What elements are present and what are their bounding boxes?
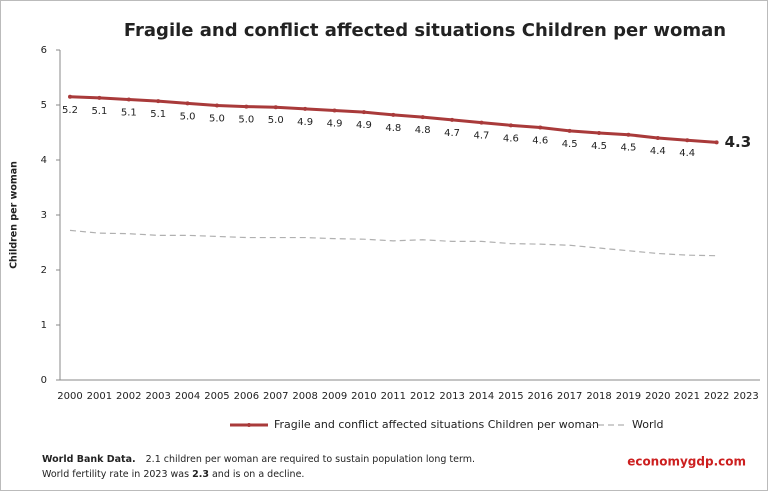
data-label: 4.6 <box>503 133 519 144</box>
legend-label: World <box>632 418 664 431</box>
point <box>714 140 719 145</box>
x-tick-label: 2012 <box>410 391 435 402</box>
point <box>68 94 72 99</box>
x-tick-label: 2019 <box>616 391 641 402</box>
x-tick-label: 2023 <box>733 391 758 402</box>
point <box>273 105 278 110</box>
point <box>567 128 572 133</box>
point <box>450 117 455 122</box>
y-tick-label: 2 <box>41 265 47 276</box>
data-label: 5.1 <box>121 108 137 119</box>
point <box>391 112 396 117</box>
point <box>655 136 660 140</box>
point <box>420 115 425 120</box>
point <box>244 104 249 109</box>
point <box>97 95 102 100</box>
data-label: 4.7 <box>444 128 460 139</box>
data-label: 5.0 <box>238 115 254 126</box>
data-label: 5.0 <box>268 115 284 126</box>
x-tick-label: 2021 <box>674 391 699 402</box>
data-label: 4.9 <box>297 117 313 128</box>
x-tick-label: 2007 <box>263 391 288 402</box>
chart-title: Fragile and conflict affected situations… <box>124 20 726 41</box>
data-label: 4.5 <box>591 141 607 152</box>
data-label: 4.6 <box>532 136 548 147</box>
point <box>303 106 308 111</box>
y-tick-label: 3 <box>41 210 47 221</box>
x-tick-label: 2017 <box>557 391 582 402</box>
y-tick-label: 6 <box>41 45 47 56</box>
point <box>214 103 219 108</box>
x-tick-label: 2001 <box>87 391 112 402</box>
point <box>685 138 690 143</box>
data-label: 4.5 <box>562 139 578 150</box>
footnote: World Bank Data. 2.1 children per woman a… <box>42 454 475 465</box>
footnote-text: World fertility rate in 2023 was <box>42 469 192 480</box>
x-tick-label: 2006 <box>234 391 259 402</box>
x-tick-label: 2010 <box>351 391 376 402</box>
x-tick-label: 2008 <box>292 391 317 402</box>
footnote-2: World fertility rate in 2023 was 2.3 and… <box>42 469 304 480</box>
x-tick-label: 2016 <box>528 391 553 402</box>
data-label: 4.4 <box>679 148 695 159</box>
footnote-source: World Bank Data. <box>42 454 136 465</box>
data-label: 5.2 <box>62 105 78 116</box>
data-label: 5.1 <box>91 106 107 117</box>
data-label: 4.9 <box>327 119 343 130</box>
point <box>508 123 513 128</box>
x-tick-label: 2004 <box>175 391 200 402</box>
point <box>597 131 602 136</box>
data-label: 4.7 <box>474 131 490 142</box>
y-axis-label: Children per woman <box>9 161 20 269</box>
point <box>156 99 161 104</box>
legend-marker <box>247 423 251 427</box>
point <box>479 120 484 125</box>
x-tick-label: 2005 <box>204 391 229 402</box>
x-tick-label: 2000 <box>57 391 82 402</box>
x-tick-label: 2013 <box>439 391 464 402</box>
x-tick-label: 2022 <box>704 391 729 402</box>
x-tick-label: 2014 <box>469 391 494 402</box>
x-tick-label: 2002 <box>116 391 141 402</box>
point <box>361 110 366 115</box>
data-label: 4.5 <box>620 143 636 154</box>
data-label: 5.0 <box>180 111 196 122</box>
data-label: 4.8 <box>415 125 431 136</box>
data-label: 4.4 <box>650 146 666 157</box>
point <box>332 108 337 113</box>
x-tick-label: 2020 <box>645 391 670 402</box>
footnote-text: 2.1 children per woman are required to s… <box>146 454 475 465</box>
footnote-emph: 2.3 <box>192 469 209 480</box>
x-tick-label: 2011 <box>381 391 406 402</box>
x-tick-label: 2015 <box>498 391 523 402</box>
point <box>126 97 131 102</box>
x-tick-label: 2009 <box>322 391 347 402</box>
x-tick-label: 2018 <box>586 391 611 402</box>
data-label: 4.8 <box>385 123 401 134</box>
y-tick-label: 1 <box>41 320 47 331</box>
y-tick-label: 5 <box>41 100 47 111</box>
data-label: 4.3 <box>725 133 752 151</box>
point <box>626 132 631 137</box>
x-tick-label: 2003 <box>145 391 170 402</box>
point <box>185 101 190 106</box>
data-label: 5.1 <box>150 109 166 120</box>
brand: economygdp.com <box>627 455 746 469</box>
y-tick-label: 4 <box>41 155 47 166</box>
data-label: 4.9 <box>356 120 372 131</box>
point <box>538 125 543 130</box>
y-tick-label: 0 <box>41 375 47 386</box>
footnote-text: and is on a decline. <box>209 469 304 480</box>
series-line <box>69 229 717 257</box>
legend-label: Fragile and conflict affected situations… <box>274 418 599 431</box>
data-label: 5.0 <box>209 114 225 125</box>
